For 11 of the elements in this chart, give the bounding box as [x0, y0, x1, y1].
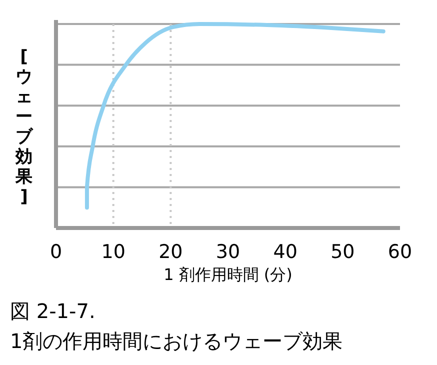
x-tick-label: 0: [50, 241, 62, 263]
x-tick-label: 30: [216, 241, 240, 263]
x-tick-label: 50: [330, 241, 355, 263]
x-axis-title: 1 剤作用時間 (分): [164, 265, 292, 284]
text: 図 2-1-7.: [10, 299, 96, 323]
x-tick-label: 20: [158, 241, 183, 263]
x-tick-label: 40: [273, 241, 298, 263]
text: 1剤の作用時間におけるウェーブ効果: [10, 329, 343, 353]
x-tick-label: 60: [388, 241, 412, 263]
x-tick-label: 10: [101, 241, 126, 263]
y-axis-title: [ウェーブ効果]: [14, 47, 34, 207]
